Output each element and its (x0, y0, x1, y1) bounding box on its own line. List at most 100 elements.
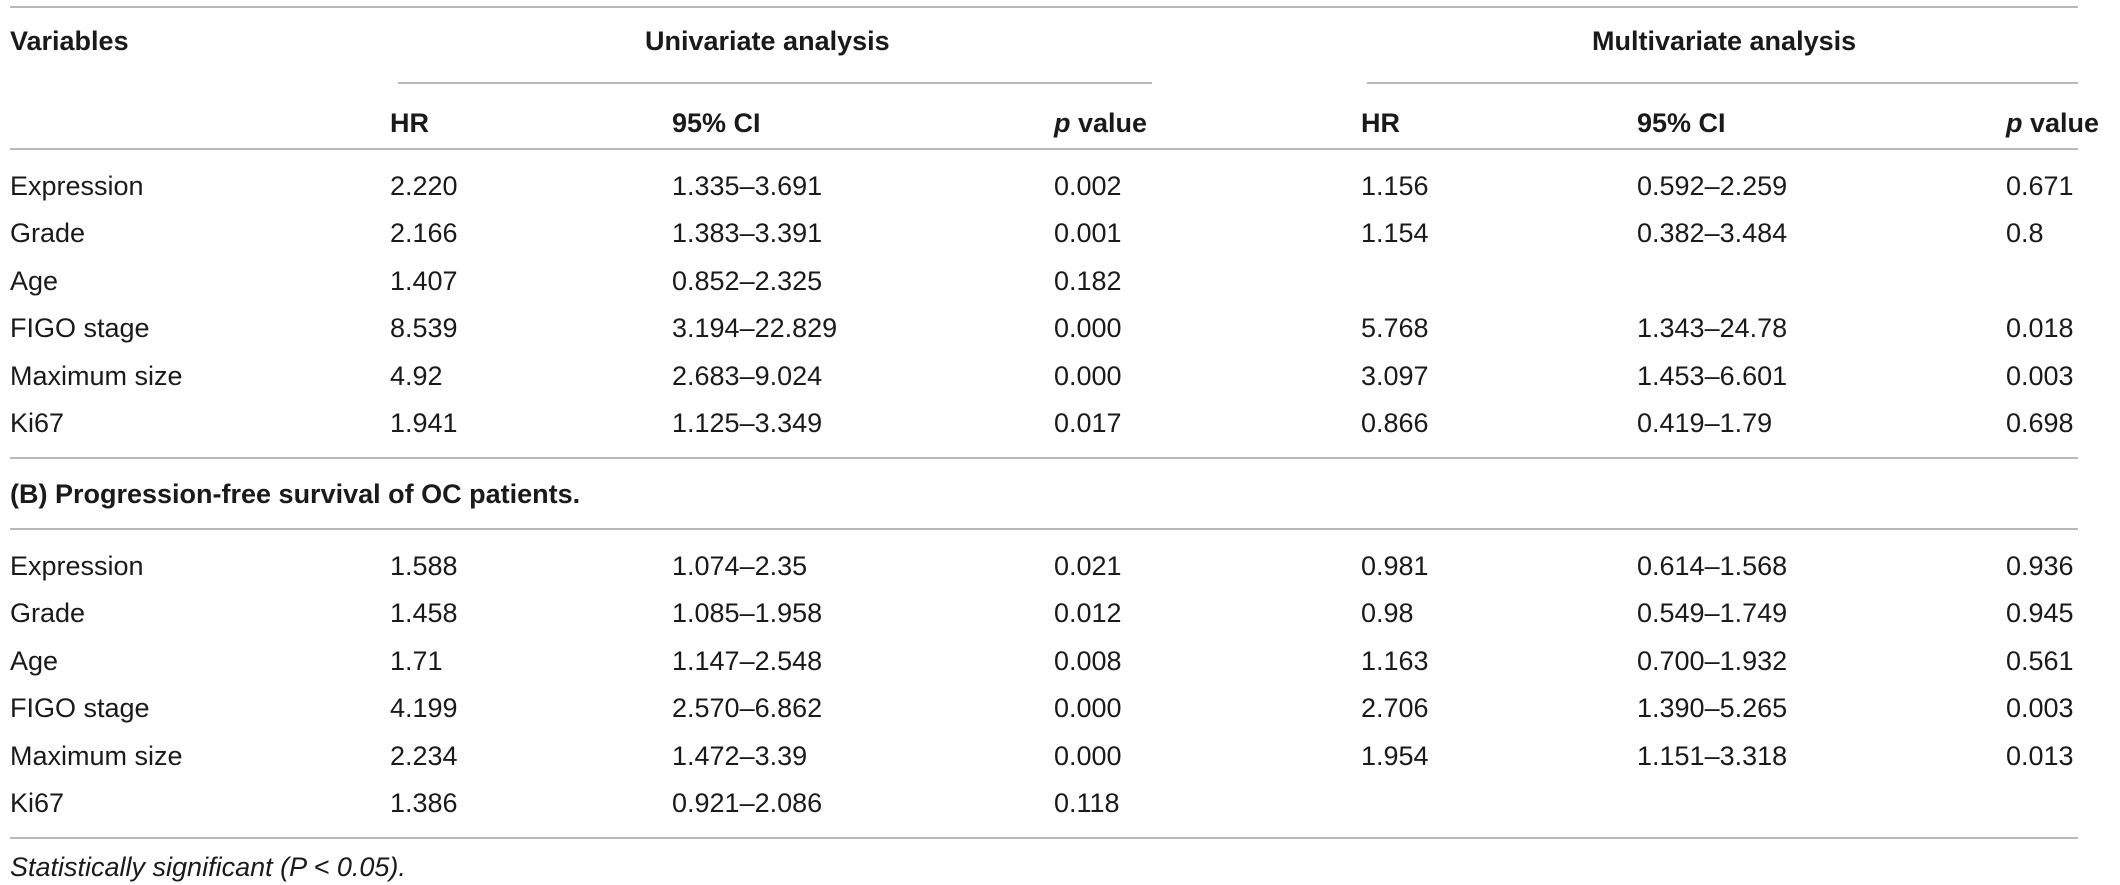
variable-cell: FIGO stage (10, 693, 150, 723)
multivariate-p-cell: 0.561 (2006, 646, 2074, 676)
variable-cell: Maximum size (10, 741, 183, 771)
multivariate-ci-cell: 0.549–1.749 (1637, 598, 1788, 628)
multivariate-ci-cell: 0.419–1.79 (1637, 408, 1773, 438)
variable-cell: FIGO stage (10, 313, 150, 343)
multivariate-underline (1367, 82, 2078, 84)
univariate-ci-cell: 0.852–2.325 (672, 266, 823, 296)
univariate-hr-cell: 1.71 (390, 646, 443, 676)
multivariate-hr-cell: 0.981 (1361, 551, 1429, 581)
variable-cell: Expression (10, 551, 144, 581)
header-rule (10, 148, 2078, 150)
univariate-hr-cell: 2.220 (390, 171, 458, 201)
univariate-hr-cell: 1.588 (390, 551, 458, 581)
variable-cell: Expression (10, 171, 144, 201)
header-multi-p: p value (2006, 107, 2099, 139)
header-multi-p-italic: p (2006, 108, 2023, 138)
multivariate-ci-cell: 1.453–6.601 (1637, 361, 1788, 391)
univariate-p-cell: 0.000 (1054, 361, 1122, 391)
header-uni-p-italic: p (1054, 108, 1071, 138)
univariate-p-cell: 0.182 (1054, 266, 1122, 296)
bottom-rule (10, 837, 2078, 839)
univariate-hr-cell: 1.386 (390, 788, 458, 818)
variable-cell: Grade (10, 218, 86, 248)
univariate-p-cell: 0.000 (1054, 313, 1122, 343)
univariate-hr-cell: 2.166 (390, 218, 458, 248)
univariate-hr-cell: 1.941 (390, 408, 458, 438)
multivariate-hr-cell: 2.706 (1361, 693, 1429, 723)
multivariate-hr-cell: 1.163 (1361, 646, 1429, 676)
univariate-ci-cell: 3.194–22.829 (672, 313, 838, 343)
univariate-ci-cell: 1.074–2.35 (672, 551, 808, 581)
header-multi-ci: 95% CI (1637, 108, 1726, 138)
variable-cell: Grade (10, 598, 86, 628)
univariate-p-cell: 0.002 (1054, 171, 1122, 201)
univariate-hr-cell: 4.92 (390, 361, 443, 391)
multivariate-ci-cell: 0.614–1.568 (1637, 551, 1788, 581)
header-uni-hr: HR (390, 108, 429, 138)
multivariate-p-cell: 0.018 (2006, 313, 2074, 343)
header-multi-hr: HR (1361, 108, 1400, 138)
multivariate-hr-cell: 0.866 (1361, 408, 1429, 438)
variable-cell: Age (10, 266, 59, 296)
univariate-ci-cell: 1.085–1.958 (672, 598, 823, 628)
top-rule (10, 6, 2078, 8)
univariate-hr-cell: 4.199 (390, 693, 458, 723)
multivariate-hr-cell: 5.768 (1361, 313, 1429, 343)
multivariate-p-cell: 0.003 (2006, 693, 2074, 723)
multivariate-ci-cell: 1.343–24.78 (1637, 313, 1788, 343)
multivariate-hr-cell: 0.98 (1361, 598, 1414, 628)
multivariate-ci-cell: 1.151–3.318 (1637, 741, 1788, 771)
section-a-end-rule (10, 457, 2078, 459)
univariate-ci-cell: 0.921–2.086 (672, 788, 823, 818)
univariate-ci-cell: 1.335–3.691 (672, 171, 823, 201)
multivariate-p-cell: 0.698 (2006, 408, 2074, 438)
univariate-p-cell: 0.017 (1054, 408, 1122, 438)
header-uni-p: p value (1054, 107, 1147, 139)
section-b-title: (B) Progression-free survival of OC pati… (10, 479, 581, 509)
multivariate-p-cell: 0.936 (2006, 551, 2074, 581)
univariate-p-cell: 0.000 (1054, 741, 1122, 771)
multivariate-p-cell: 0.013 (2006, 741, 2074, 771)
header-multi-p-rest: value (2022, 108, 2100, 138)
univariate-p-cell: 0.000 (1054, 693, 1122, 723)
multivariate-hr-cell: 3.097 (1361, 361, 1429, 391)
multivariate-p-cell: 0.8 (2006, 218, 2044, 248)
univariate-hr-cell: 8.539 (390, 313, 458, 343)
univariate-hr-cell: 1.407 (390, 266, 458, 296)
header-multivariate: Multivariate analysis (1592, 26, 1857, 56)
multivariate-ci-cell: 0.700–1.932 (1637, 646, 1788, 676)
univariate-p-cell: 0.008 (1054, 646, 1122, 676)
multivariate-p-cell: 0.671 (2006, 171, 2074, 201)
multivariate-ci-cell: 0.592–2.259 (1637, 171, 1788, 201)
variable-cell: Ki67 (10, 788, 65, 818)
multivariate-hr-cell: 1.954 (1361, 741, 1429, 771)
header-uni-p-rest: value (1070, 108, 1148, 138)
univariate-p-cell: 0.012 (1054, 598, 1122, 628)
univariate-underline (398, 82, 1152, 84)
section-b-title-rule (10, 528, 2078, 530)
multivariate-p-cell: 0.003 (2006, 361, 2074, 391)
univariate-p-cell: 0.118 (1054, 788, 1120, 818)
variable-cell: Maximum size (10, 361, 183, 391)
multivariate-hr-cell: 1.154 (1361, 218, 1429, 248)
univariate-ci-cell: 1.147–2.548 (672, 646, 823, 676)
univariate-p-cell: 0.001 (1054, 218, 1122, 248)
multivariate-p-cell: 0.945 (2006, 598, 2074, 628)
variable-cell: Ki67 (10, 408, 65, 438)
univariate-ci-cell: 1.383–3.391 (672, 218, 823, 248)
header-uni-ci: 95% CI (672, 108, 761, 138)
univariate-hr-cell: 1.458 (390, 598, 458, 628)
multivariate-ci-cell: 1.390–5.265 (1637, 693, 1788, 723)
multivariate-hr-cell: 1.156 (1361, 171, 1429, 201)
univariate-ci-cell: 2.683–9.024 (672, 361, 823, 391)
univariate-ci-cell: 1.472–3.39 (672, 741, 808, 771)
footnote: Statistically significant (P < 0.05). (10, 852, 406, 882)
univariate-p-cell: 0.021 (1054, 551, 1122, 581)
univariate-ci-cell: 2.570–6.862 (672, 693, 823, 723)
multivariate-ci-cell: 0.382–3.484 (1637, 218, 1788, 248)
header-univariate: Univariate analysis (645, 26, 890, 56)
header-variables: Variables (10, 26, 129, 56)
variable-cell: Age (10, 646, 59, 676)
univariate-hr-cell: 2.234 (390, 741, 458, 771)
